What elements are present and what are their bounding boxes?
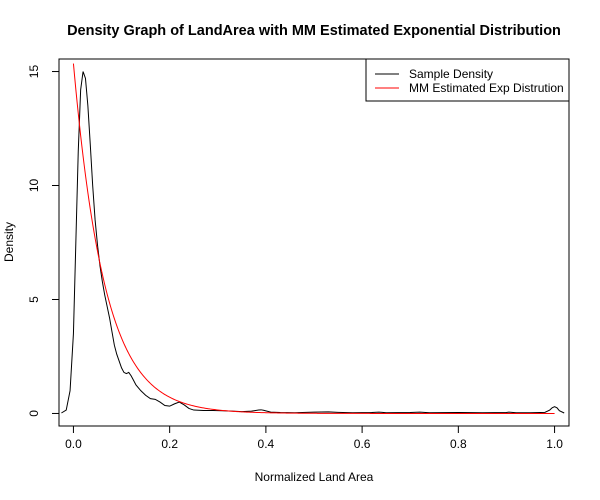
x-tick-label: 0.8 [450,437,467,451]
series-line-mm-exp [72,63,555,414]
x-tick-label: 1.0 [546,437,563,451]
x-tick-label: 0.0 [65,437,82,451]
y-tick-label: 5 [27,296,41,303]
series-layer [61,63,565,414]
chart-title: Density Graph of LandArea with MM Estima… [67,23,561,39]
x-tick-label: 0.2 [161,437,178,451]
y-tick-label: 15 [27,65,41,79]
y-tick-label: 0 [27,410,41,417]
legend: Sample Density MM Estimated Exp Distruti… [365,58,570,102]
y-axis-label: Density [2,222,16,262]
x-axis: 0.0 0.2 0.4 0.6 0.8 1.0 [65,425,563,451]
y-axis: 0 5 10 15 [27,65,60,417]
legend-box [365,58,570,102]
x-tick-label: 0.6 [354,437,371,451]
plot-area-frame [58,58,570,427]
y-tick-label: 10 [27,179,41,193]
series-line-sample-density [61,71,565,414]
x-tick-label: 0.4 [258,437,275,451]
x-axis-label: Normalized Land Area [255,470,374,484]
legend-label-sample-density: Sample Density [409,67,493,81]
legend-label-mm-exp: MM Estimated Exp Distrution [409,81,564,95]
